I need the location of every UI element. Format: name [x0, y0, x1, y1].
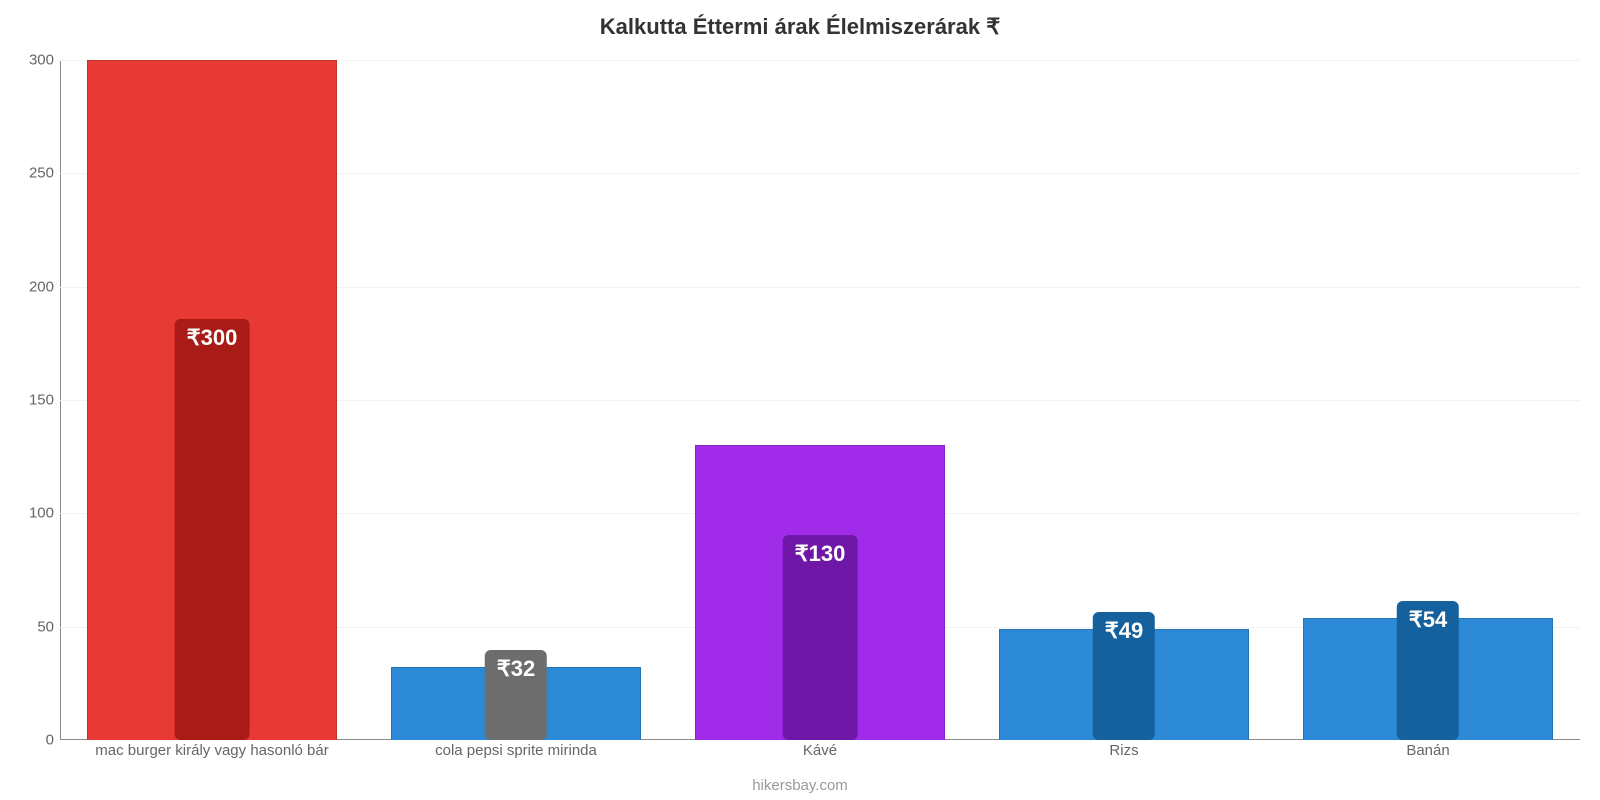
- bar: ₹130: [695, 445, 944, 740]
- price-bar-chart: Kalkutta Éttermi árak Élelmiszerárak ₹ ₹…: [0, 0, 1600, 800]
- bar-slot: ₹49: [972, 60, 1276, 740]
- value-badge: ₹130: [783, 535, 858, 740]
- y-tick-label: 250: [14, 165, 54, 182]
- y-tick-label: 300: [14, 52, 54, 69]
- y-tick-label: 200: [14, 278, 54, 295]
- y-tick-label: 100: [14, 505, 54, 522]
- value-badge: ₹49: [1093, 612, 1155, 740]
- x-axis-label: cola pepsi sprite mirinda: [364, 742, 668, 759]
- value-badge: ₹54: [1397, 601, 1459, 740]
- x-axis-label: Kávé: [668, 742, 972, 759]
- bars-container: ₹300 ₹32 ₹130 ₹49 ₹54: [60, 60, 1580, 740]
- bar-slot: ₹130: [668, 60, 972, 740]
- bar: ₹32: [391, 667, 640, 740]
- x-axis-label: mac burger király vagy hasonló bár: [60, 742, 364, 759]
- x-axis-labels: mac burger király vagy hasonló bárcola p…: [60, 742, 1580, 759]
- bar-slot: ₹300: [60, 60, 364, 740]
- bar-slot: ₹32: [364, 60, 668, 740]
- bar: ₹49: [999, 629, 1248, 740]
- bar: ₹54: [1303, 618, 1552, 740]
- value-badge: ₹32: [485, 650, 547, 740]
- value-badge: ₹300: [175, 319, 250, 740]
- bar: ₹300: [87, 60, 336, 740]
- x-axis-label: Banán: [1276, 742, 1580, 759]
- chart-title: Kalkutta Éttermi árak Élelmiszerárak ₹: [0, 0, 1600, 40]
- bar-slot: ₹54: [1276, 60, 1580, 740]
- y-tick-label: 0: [14, 732, 54, 749]
- y-tick-label: 50: [14, 618, 54, 635]
- y-tick-label: 150: [14, 392, 54, 409]
- attribution-text: hikersbay.com: [0, 777, 1600, 794]
- x-axis-label: Rizs: [972, 742, 1276, 759]
- plot-area: ₹300₹32₹130₹49₹54 050100150200250300: [60, 60, 1580, 740]
